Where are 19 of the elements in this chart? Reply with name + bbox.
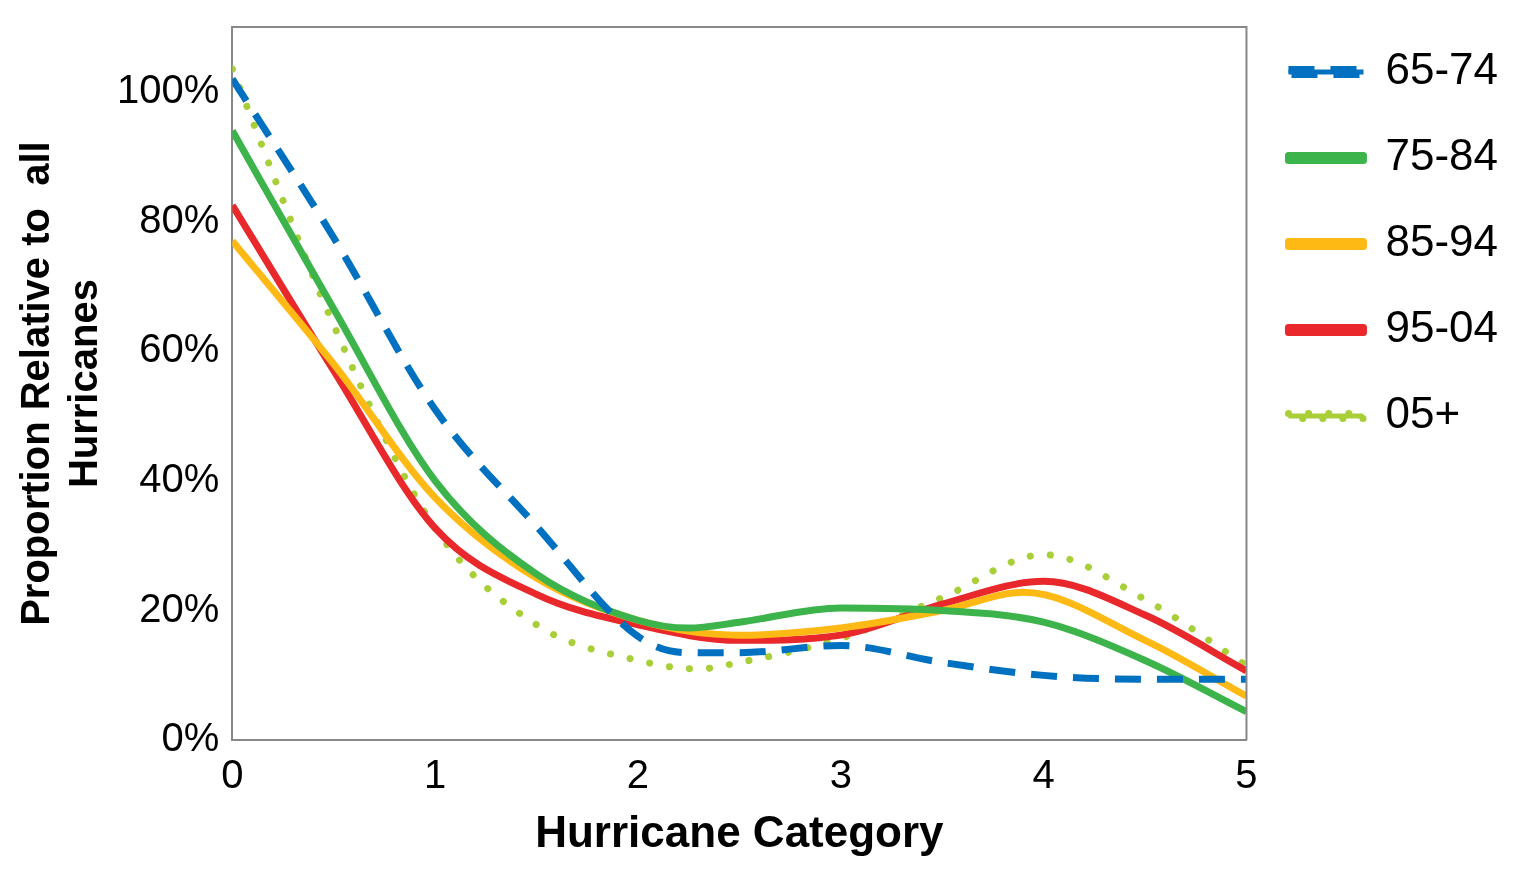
legend-label: 65-74 [1385,44,1499,94]
y-axis-title: Proportion Relative to all Hurricanes [13,141,106,626]
y-tick-label: 40% [139,455,220,500]
legend-label: 85-94 [1385,216,1499,266]
x-tick-label: 4 [1032,752,1055,797]
x-tick-label: 2 [626,752,650,797]
x-tick-label: 1 [424,752,447,797]
x-tick-label: 5 [1235,752,1258,797]
x-tick-label: 3 [829,752,852,797]
legend-label: 95-04 [1385,302,1499,352]
y-tick-label: 80% [139,196,220,241]
y-tick-label: 100% [116,66,220,111]
y-tick-label: 60% [139,326,220,371]
x-axis-title: Hurricane Category [535,806,945,856]
y-tick-label: 0% [161,715,220,760]
y-tick-label: 20% [139,585,220,630]
legend-label: 05+ [1385,388,1461,438]
x-tick-label: 0 [221,752,244,797]
legend-label: 75-84 [1385,130,1499,180]
